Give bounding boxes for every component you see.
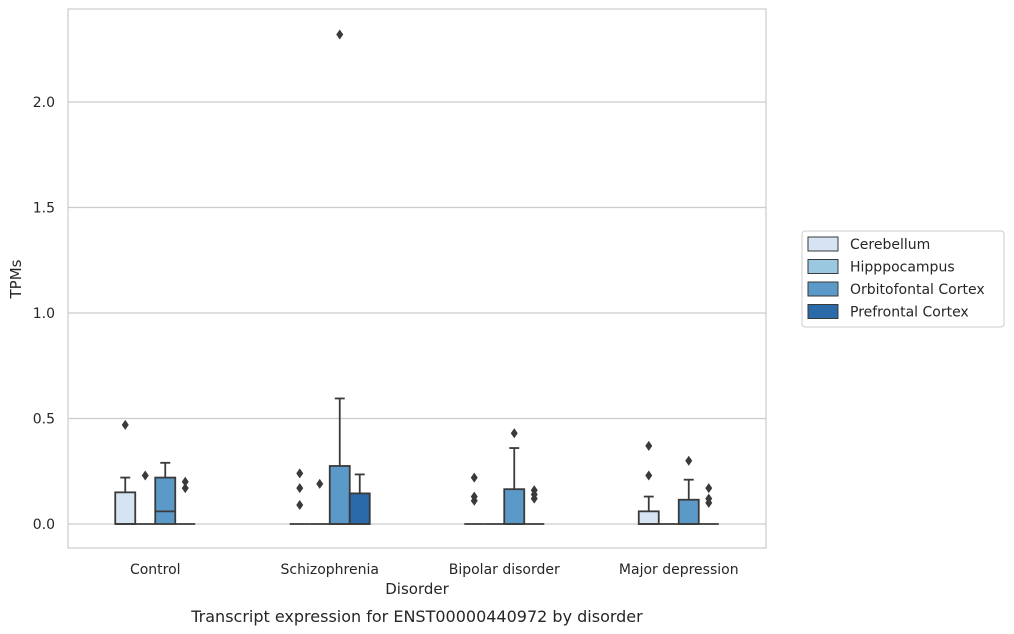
x-tick-label: Control — [130, 562, 181, 578]
category-group — [464, 428, 545, 525]
outlier-point — [121, 419, 129, 430]
box-element — [135, 470, 156, 525]
legend: Cerebellum Hipppocampus Orbitofontal Corte… — [801, 230, 1005, 328]
outlier-point — [510, 428, 518, 439]
legend-label: Orbitofontal Cortex — [850, 282, 985, 298]
outlier-point — [181, 483, 189, 494]
box-element — [309, 478, 330, 525]
box-rect — [348, 492, 371, 525]
outlier-point — [296, 468, 304, 479]
box-rect — [328, 465, 351, 525]
x-axis-ticks: Control Schizophrenia Bipolar disorder Majo… — [130, 562, 739, 578]
outlier-point — [470, 491, 478, 502]
y-axis-ticks: 0.0 0.5 1.0 1.5 2.0 — [33, 95, 55, 533]
category-group — [289, 29, 371, 525]
box-element — [348, 473, 371, 525]
x-tick-label: Schizophrenia — [281, 562, 379, 578]
x-axis-title: Disorder — [385, 580, 449, 598]
box-element — [503, 428, 526, 525]
outlier-point — [316, 478, 324, 489]
y-tick-label: 0.0 — [33, 517, 55, 533]
outlier-point — [296, 500, 304, 511]
outlier-point — [645, 470, 653, 481]
box-element — [637, 440, 660, 525]
box-rect — [503, 488, 526, 525]
legend-item: Prefrontal Cortex — [807, 304, 969, 321]
legend-label: Cerebellum — [850, 237, 930, 253]
legend-item: Orbitofontal Cortex — [807, 281, 985, 298]
box-rect — [677, 498, 700, 525]
legend-swatch — [807, 259, 839, 274]
outlier-point — [181, 476, 189, 487]
box-element — [175, 476, 196, 525]
outlier-point — [141, 470, 149, 481]
box-element — [114, 419, 137, 525]
box-element — [677, 455, 700, 525]
legend-frame — [801, 230, 1005, 328]
y-tick-label: 2.0 — [33, 95, 55, 111]
outlier-point — [705, 483, 713, 494]
outlier-point — [645, 440, 653, 451]
y-tick-label: 1.0 — [33, 306, 55, 322]
box-element — [464, 472, 485, 525]
boxes — [114, 29, 719, 525]
y-axis-title: TPMs — [7, 259, 25, 299]
box-element — [524, 485, 545, 525]
y-tick-label: 1.5 — [33, 201, 55, 217]
x-tick-label: Major depression — [619, 562, 739, 578]
outlier-point — [530, 485, 538, 496]
box-element — [289, 468, 310, 525]
outlier-point — [685, 455, 693, 466]
legend-item: Hipppocampus — [807, 259, 955, 276]
category-group — [637, 440, 719, 525]
box-element — [698, 483, 719, 525]
box-rect — [114, 491, 137, 525]
box-element — [154, 461, 177, 525]
legend-label: Prefrontal Cortex — [850, 305, 969, 321]
legend-label: Hipppocampus — [850, 260, 955, 276]
outlier-point — [296, 483, 304, 494]
legend-item: Cerebellum — [807, 236, 930, 253]
category-group — [114, 419, 196, 525]
box-rect — [637, 510, 660, 525]
box-element — [328, 29, 351, 525]
outlier-point — [705, 493, 713, 504]
legend-swatch — [807, 304, 839, 319]
chart-caption: Transcript expression for ENST0000044097… — [190, 607, 643, 626]
plot-frame — [67, 8, 767, 549]
box-rect — [154, 476, 177, 525]
outlier-point — [470, 472, 478, 483]
legend-swatch — [807, 236, 839, 252]
x-tick-label: Bipolar disorder — [449, 562, 560, 578]
outlier-point — [336, 29, 344, 40]
y-tick-label: 0.5 — [33, 412, 55, 428]
legend-swatch — [807, 281, 839, 297]
